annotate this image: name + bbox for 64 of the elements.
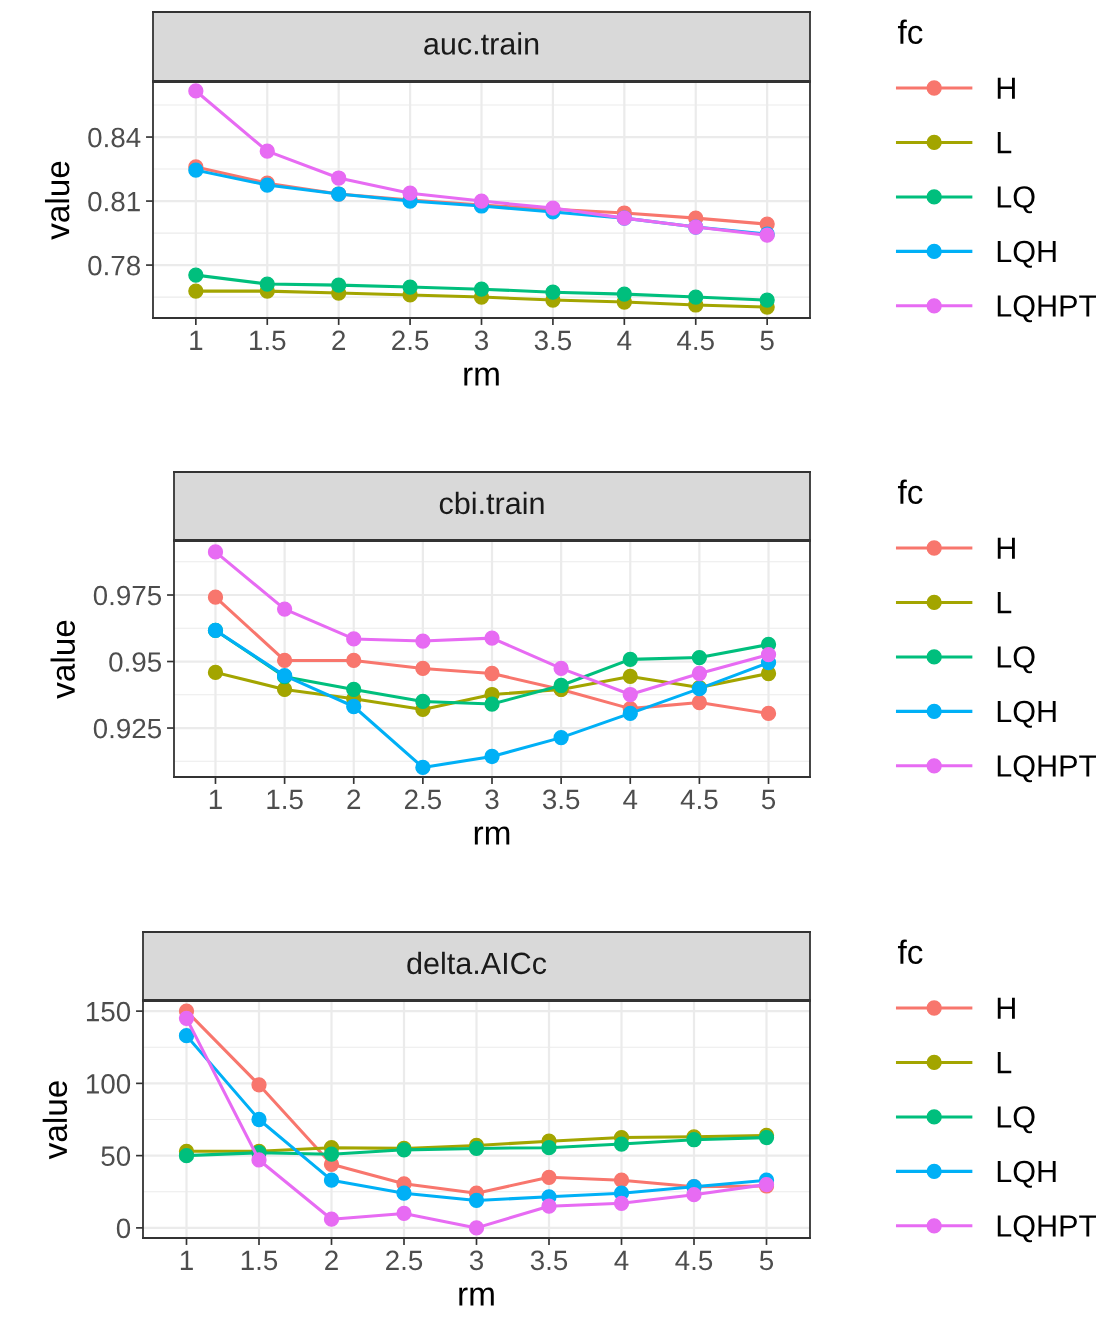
chart-title: delta.AICc [407, 951, 547, 975]
legend-label: H [997, 77, 1015, 99]
y-tick-label: 0.84 [88, 127, 141, 148]
x-axis-title: rm [464, 367, 499, 386]
y-tick-label: 0.975 [93, 585, 162, 606]
legend-label: LQ [997, 1106, 1035, 1134]
x-axis-title: rm [459, 1287, 494, 1306]
x-tick-label: 1 [180, 1250, 193, 1270]
x-tick-label: 4.5 [680, 789, 718, 810]
x-tick-label: 1.5 [241, 1250, 278, 1271]
x-tick-label: 4.5 [675, 1250, 713, 1271]
x-tick-label: 3.5 [530, 1250, 568, 1271]
x-axis-title: rm [474, 826, 510, 845]
legend-label: H [997, 537, 1015, 559]
legend-label: LQHPT [997, 295, 1096, 323]
x-tick-label: 2.5 [392, 330, 429, 351]
legend-label: LQH [997, 1160, 1056, 1188]
x-tick-label: 4 [614, 1250, 629, 1270]
y-axis-title: value [50, 620, 75, 699]
y-tick-label: 0.78 [88, 255, 140, 276]
chart-title: auc.train [424, 32, 539, 55]
legend-title: fc [897, 19, 923, 44]
x-tick-label: 4.5 [677, 330, 714, 351]
y-tick-label: 0 [116, 1218, 131, 1239]
legend-label: H [997, 997, 1015, 1019]
y-tick-label: 150 [86, 1001, 131, 1022]
legend-label: LQ [997, 186, 1035, 214]
x-tick-label: 4 [623, 789, 638, 809]
y-tick-label: 0.95 [109, 652, 162, 672]
y-tick-label: 50 [101, 1146, 131, 1166]
legend-label: LQH [997, 240, 1056, 268]
x-tick-label: 1.5 [250, 330, 286, 351]
y-axis-title: value [44, 161, 70, 240]
legend-label: L [997, 132, 1012, 154]
x-tick-label: 5 [761, 789, 776, 810]
x-tick-label: 4 [617, 330, 632, 350]
x-tick-label: 1 [209, 789, 222, 809]
chart-title: cbi.train [439, 491, 544, 515]
x-tick-label: 2.5 [386, 1250, 423, 1271]
y-tick-label: 100 [86, 1074, 131, 1094]
y-axis-title: value [42, 1081, 68, 1160]
x-tick-label: 2.5 [404, 789, 442, 810]
legend-label: L [997, 592, 1012, 614]
x-tick-label: 3 [485, 789, 499, 810]
x-tick-label: 2 [347, 789, 361, 809]
x-tick-label: 2 [325, 1250, 338, 1270]
legend-title: fc [897, 479, 923, 504]
legend-title: fc [897, 939, 923, 964]
x-tick-label: 3.5 [542, 789, 580, 810]
legend-label: LQHPT [997, 755, 1096, 783]
x-tick-label: 1 [190, 330, 203, 350]
x-tick-label: 3 [469, 1250, 483, 1271]
legend-label: L [997, 1052, 1012, 1074]
legend-label: LQHPT [997, 1215, 1096, 1243]
x-tick-label: 2 [332, 330, 345, 350]
x-tick-label: 3 [474, 330, 488, 351]
y-tick-label: 0.925 [93, 718, 162, 739]
x-tick-label: 1.5 [267, 789, 303, 810]
legend-label: LQH [997, 700, 1056, 728]
x-tick-label: 5 [760, 330, 774, 351]
y-tick-label: 0.81 [88, 191, 140, 212]
x-tick-label: 5 [759, 1250, 774, 1271]
x-tick-label: 3.5 [534, 330, 572, 351]
legend-label: LQ [997, 646, 1035, 674]
